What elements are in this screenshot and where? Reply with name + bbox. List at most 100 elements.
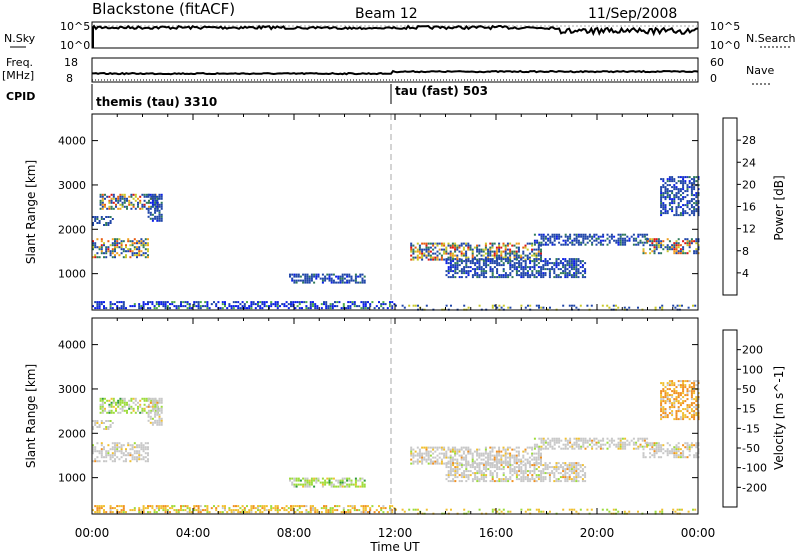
power-cell xyxy=(217,301,220,304)
power-cell xyxy=(447,258,450,261)
velocity-cell xyxy=(162,505,165,508)
velocity-cell xyxy=(666,400,669,403)
power-cell xyxy=(149,301,152,304)
power-cell xyxy=(158,305,160,308)
velocity-cell xyxy=(511,448,514,451)
power-cell xyxy=(693,180,696,183)
power-cell xyxy=(662,196,665,199)
velocity-cell xyxy=(632,441,635,444)
velocity-cell xyxy=(463,476,466,479)
power-cell xyxy=(382,301,385,304)
velocity-cell xyxy=(666,394,669,397)
velocity-cell xyxy=(555,462,558,465)
power-cell xyxy=(199,301,202,304)
power-cell xyxy=(458,258,461,261)
velocity-cell xyxy=(513,468,516,471)
velocity-cell xyxy=(509,452,512,455)
velocity-cell xyxy=(613,439,616,442)
velocity-cell xyxy=(575,466,578,469)
velocity-cell xyxy=(544,478,547,481)
power-cell xyxy=(350,275,353,278)
power-cell xyxy=(502,268,505,271)
power-cell xyxy=(120,307,123,310)
power-cell xyxy=(613,239,616,242)
velocity-cell xyxy=(568,468,571,471)
velocity-cell xyxy=(608,443,611,446)
power-cell xyxy=(120,240,123,243)
power-cell xyxy=(476,244,479,247)
power-cell xyxy=(649,252,652,255)
power-cell xyxy=(204,301,207,304)
power-cell xyxy=(96,301,99,304)
velocity-cell xyxy=(677,442,680,445)
power-cell xyxy=(480,266,483,269)
velocity-cell xyxy=(117,401,120,404)
velocity-cell xyxy=(465,464,468,467)
power-cell xyxy=(471,252,474,255)
velocity-cell xyxy=(342,507,345,510)
power-cell xyxy=(688,200,691,203)
velocity-cell xyxy=(660,402,663,405)
power-cell xyxy=(551,241,554,244)
velocity-cell xyxy=(145,411,148,414)
velocity-cell xyxy=(485,464,488,467)
power-cell xyxy=(547,233,550,236)
power-cell xyxy=(668,208,671,211)
velocity-cell xyxy=(684,446,687,449)
velocity-cell xyxy=(141,409,144,412)
velocity-cell xyxy=(686,390,689,393)
velocity-cell xyxy=(688,380,691,383)
power-cell xyxy=(485,258,488,261)
power-cell xyxy=(635,237,638,240)
velocity-cell xyxy=(454,470,457,473)
power-cell xyxy=(524,260,527,263)
velocity-cell xyxy=(693,418,696,421)
power-cell xyxy=(637,235,640,238)
velocity-cell xyxy=(248,509,251,512)
velocity-cell xyxy=(491,466,494,469)
velocity-cell xyxy=(502,472,505,475)
power-cell xyxy=(274,303,277,306)
time-tick-label: 00:00 xyxy=(75,526,110,540)
velocity-cell xyxy=(535,508,538,511)
velocity-cell xyxy=(520,462,523,465)
power-cell xyxy=(675,252,678,255)
velocity-cell xyxy=(158,509,160,512)
power-cell xyxy=(564,241,567,244)
velocity-cell xyxy=(495,456,498,459)
power-cell xyxy=(535,270,538,273)
power-cell xyxy=(335,281,338,284)
power-cell xyxy=(533,248,536,251)
power-cell xyxy=(369,303,372,306)
power-cell xyxy=(341,279,344,282)
power-cell xyxy=(110,193,113,196)
power-cell xyxy=(147,256,149,259)
velocity-cell xyxy=(445,466,448,469)
velocity-cell xyxy=(498,458,501,461)
velocity-cell xyxy=(671,382,674,385)
power-cell xyxy=(531,254,534,257)
power-cell xyxy=(259,305,262,308)
power-cell xyxy=(371,301,374,304)
power-cell xyxy=(568,260,571,263)
power-cell xyxy=(690,212,693,215)
power-cell xyxy=(454,254,457,257)
power-cell xyxy=(527,304,529,307)
velocity-cell xyxy=(668,444,671,447)
velocity-cell xyxy=(410,452,413,455)
velocity-cell xyxy=(92,446,94,449)
velocity-cell xyxy=(175,509,178,512)
velocity-cell xyxy=(429,454,432,457)
power-cell xyxy=(337,277,340,280)
velocity-cell xyxy=(226,511,229,514)
power-cell xyxy=(171,301,174,304)
velocity-cell xyxy=(443,454,446,457)
velocity-cell xyxy=(158,419,161,422)
velocity-cell xyxy=(452,468,455,471)
power-cell xyxy=(540,258,542,261)
power-cell xyxy=(436,242,439,245)
velocity-cell xyxy=(454,450,457,453)
power-cell xyxy=(261,307,264,310)
velocity-cell xyxy=(686,456,689,459)
power-cell xyxy=(467,266,470,269)
